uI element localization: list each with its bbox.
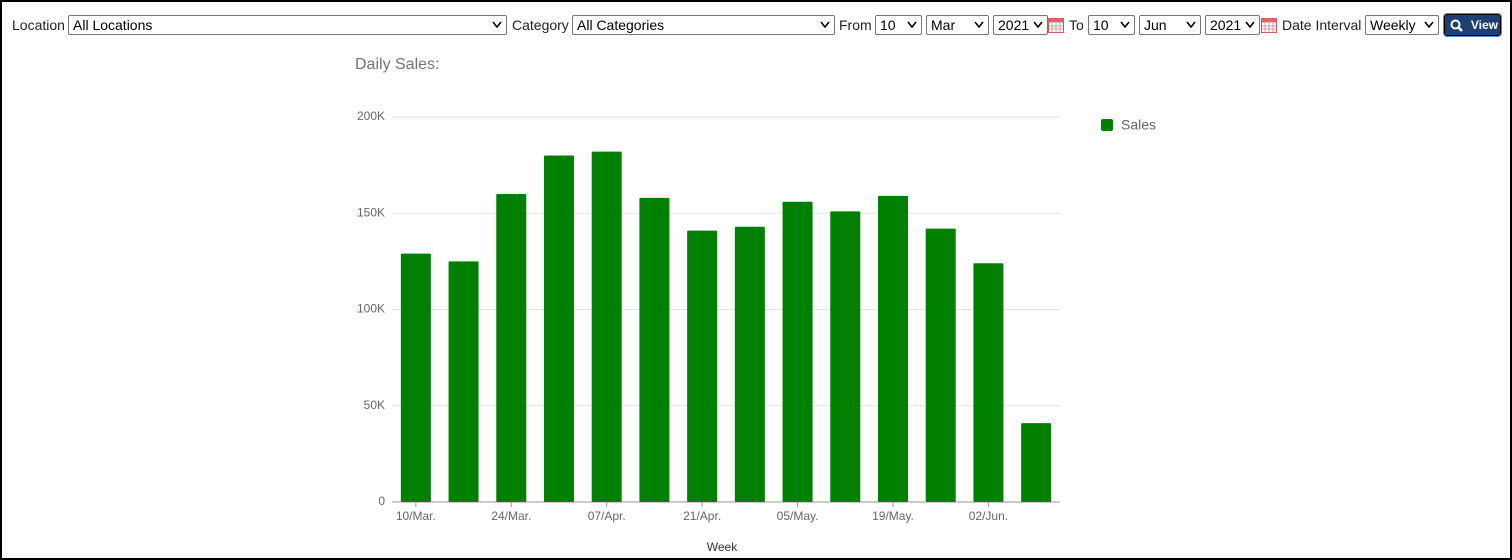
category-value: All Categories <box>577 17 665 33</box>
location-label: Location <box>12 17 65 33</box>
view-button-text: View <box>1470 18 1498 32</box>
to-year: 2021 <box>1210 17 1242 33</box>
interval-label: Date Interval <box>1282 17 1362 33</box>
legend-swatch <box>1101 119 1113 131</box>
x-tick-label: 02/Jun. <box>969 509 1008 523</box>
x-axis-label: Week <box>707 540 738 554</box>
from-month-select[interactable]: Mar <box>926 15 989 35</box>
bar <box>782 201 813 502</box>
from-year: 2021 <box>998 17 1030 33</box>
y-tick-label: 150K <box>357 205 385 219</box>
bar <box>1021 423 1052 502</box>
chart-title: Daily Sales: <box>355 56 439 73</box>
legend-label: Sales <box>1121 117 1156 133</box>
bar <box>973 263 1004 502</box>
bar <box>591 151 622 502</box>
bar <box>544 155 574 502</box>
view-button[interactable]: View <box>1443 13 1502 37</box>
x-tick-label: 19/May. <box>872 509 914 523</box>
bar <box>400 253 431 502</box>
calendar-icon[interactable] <box>1048 18 1064 33</box>
x-tick-label: 05/May. <box>777 509 819 523</box>
y-tick-label: 100K <box>357 302 385 316</box>
location-select[interactable]: All Locations <box>68 15 507 35</box>
bar <box>830 211 861 502</box>
to-day: 10 <box>1093 17 1109 33</box>
bar <box>639 197 670 502</box>
bar <box>878 195 908 503</box>
from-day: 10 <box>880 17 896 33</box>
bar <box>448 261 479 502</box>
from-label: From <box>839 17 872 33</box>
category-select[interactable]: All Categories <box>572 15 835 35</box>
x-tick-label: 24/Mar. <box>491 509 531 523</box>
y-tick-label: 50K <box>364 398 385 412</box>
x-tick-label: 07/Apr. <box>588 509 626 523</box>
calendar-icon[interactable] <box>1261 18 1277 33</box>
location-value: All Locations <box>73 17 153 33</box>
to-label: To <box>1069 17 1084 33</box>
to-year-select[interactable]: 2021 <box>1205 15 1260 35</box>
from-day-select[interactable]: 10 <box>875 15 922 35</box>
bar <box>687 230 718 502</box>
interval-select[interactable]: Weekly <box>1365 15 1439 35</box>
to-month-select[interactable]: Jun <box>1139 15 1201 35</box>
from-month: Mar <box>931 17 956 33</box>
x-tick-label: 10/Mar. <box>396 509 436 523</box>
bar <box>496 194 527 502</box>
bar <box>925 228 956 502</box>
y-tick-label: 200K <box>357 109 385 123</box>
bar <box>734 226 765 502</box>
interval-value: Weekly <box>1370 17 1416 33</box>
from-year-select[interactable]: 2021 <box>993 15 1048 35</box>
to-month: Jun <box>1144 17 1167 33</box>
y-tick-label: 0 <box>378 494 385 508</box>
x-tick-label: 21/Apr. <box>683 509 721 523</box>
to-day-select[interactable]: 10 <box>1088 15 1135 35</box>
category-label: Category <box>512 17 569 33</box>
